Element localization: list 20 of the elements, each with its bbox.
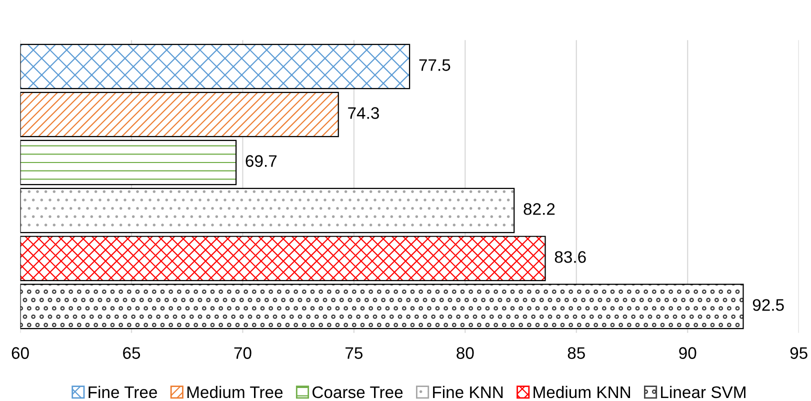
legend-label: Fine KNN: [433, 386, 503, 398]
x-tick-label: 70: [234, 347, 252, 359]
legend-label: Coarse Tree: [312, 386, 403, 398]
legend-label: Medium Tree: [187, 386, 283, 398]
legend-label: Medium KNN: [534, 386, 630, 398]
data-label: 83.6: [554, 251, 586, 263]
legend-label: Linear SVM: [661, 386, 746, 398]
x-tick-label: 95: [790, 347, 808, 359]
x-tick-label: 60: [12, 347, 29, 359]
x-tick-label: 80: [456, 347, 474, 359]
x-tick-label: 75: [346, 347, 363, 359]
x-tick-label: 85: [568, 347, 585, 359]
data-label: 92.5: [752, 299, 784, 311]
legend-label: Fine Tree: [88, 386, 158, 398]
data-label: 77.5: [419, 59, 450, 71]
x-tick-label: 65: [123, 347, 140, 359]
data-label: 74.3: [348, 107, 379, 119]
data-label: 82.2: [524, 203, 555, 215]
data-label: 69.7: [246, 155, 277, 167]
x-tick-label: 90: [679, 347, 696, 359]
